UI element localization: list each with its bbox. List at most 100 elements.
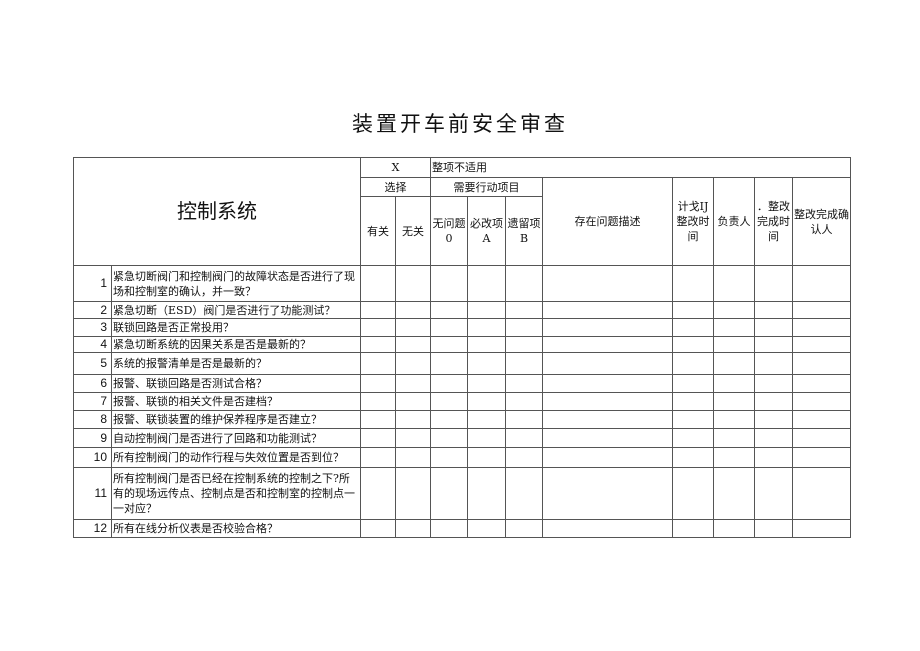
answer-cell[interactable] xyxy=(467,519,506,538)
answer-cell[interactable] xyxy=(542,265,673,302)
answer-cell[interactable] xyxy=(542,447,673,468)
answer-cell[interactable] xyxy=(467,301,506,319)
answer-cell[interactable] xyxy=(672,447,714,468)
answer-cell[interactable] xyxy=(713,467,755,520)
answer-cell[interactable] xyxy=(430,352,468,375)
answer-cell[interactable] xyxy=(792,392,851,411)
answer-cell[interactable] xyxy=(792,374,851,393)
answer-cell[interactable] xyxy=(713,374,755,393)
answer-cell[interactable] xyxy=(467,467,506,520)
answer-cell[interactable] xyxy=(713,318,755,337)
answer-cell[interactable] xyxy=(754,336,793,353)
answer-cell[interactable] xyxy=(542,467,673,520)
answer-cell[interactable] xyxy=(754,352,793,375)
answer-cell[interactable] xyxy=(505,336,543,353)
answer-cell[interactable] xyxy=(792,410,851,429)
answer-cell[interactable] xyxy=(754,410,793,429)
answer-cell[interactable] xyxy=(467,410,506,429)
answer-cell[interactable] xyxy=(430,519,468,538)
answer-cell[interactable] xyxy=(360,318,396,337)
answer-cell[interactable] xyxy=(467,428,506,448)
answer-cell[interactable] xyxy=(754,265,793,302)
answer-cell[interactable] xyxy=(542,352,673,375)
answer-cell[interactable] xyxy=(395,392,431,411)
answer-cell[interactable] xyxy=(713,410,755,429)
answer-cell[interactable] xyxy=(672,336,714,353)
answer-cell[interactable] xyxy=(360,467,396,520)
answer-cell[interactable] xyxy=(395,410,431,429)
answer-cell[interactable] xyxy=(713,392,755,411)
answer-cell[interactable] xyxy=(467,336,506,353)
answer-cell[interactable] xyxy=(542,374,673,393)
answer-cell[interactable] xyxy=(430,410,468,429)
answer-cell[interactable] xyxy=(467,318,506,337)
answer-cell[interactable] xyxy=(395,265,431,302)
answer-cell[interactable] xyxy=(360,352,396,375)
answer-cell[interactable] xyxy=(713,265,755,302)
answer-cell[interactable] xyxy=(672,392,714,411)
answer-cell[interactable] xyxy=(395,352,431,375)
answer-cell[interactable] xyxy=(672,318,714,337)
answer-cell[interactable] xyxy=(505,301,543,319)
answer-cell[interactable] xyxy=(505,519,543,538)
answer-cell[interactable] xyxy=(672,519,714,538)
answer-cell[interactable] xyxy=(430,374,468,393)
answer-cell[interactable] xyxy=(754,392,793,411)
answer-cell[interactable] xyxy=(395,428,431,448)
answer-cell[interactable] xyxy=(505,447,543,468)
answer-cell[interactable] xyxy=(430,301,468,319)
answer-cell[interactable] xyxy=(505,428,543,448)
answer-cell[interactable] xyxy=(754,467,793,520)
answer-cell[interactable] xyxy=(792,352,851,375)
answer-cell[interactable] xyxy=(672,301,714,319)
answer-cell[interactable] xyxy=(505,265,543,302)
answer-cell[interactable] xyxy=(754,519,793,538)
answer-cell[interactable] xyxy=(395,318,431,337)
answer-cell[interactable] xyxy=(467,265,506,302)
answer-cell[interactable] xyxy=(430,392,468,411)
answer-cell[interactable] xyxy=(505,410,543,429)
answer-cell[interactable] xyxy=(505,467,543,520)
answer-cell[interactable] xyxy=(430,447,468,468)
answer-cell[interactable] xyxy=(713,519,755,538)
answer-cell[interactable] xyxy=(672,265,714,302)
answer-cell[interactable] xyxy=(467,447,506,468)
answer-cell[interactable] xyxy=(360,374,396,393)
answer-cell[interactable] xyxy=(754,301,793,319)
answer-cell[interactable] xyxy=(792,336,851,353)
answer-cell[interactable] xyxy=(430,265,468,302)
answer-cell[interactable] xyxy=(672,428,714,448)
answer-cell[interactable] xyxy=(542,519,673,538)
answer-cell[interactable] xyxy=(792,447,851,468)
answer-cell[interactable] xyxy=(430,336,468,353)
answer-cell[interactable] xyxy=(542,318,673,337)
answer-cell[interactable] xyxy=(467,374,506,393)
answer-cell[interactable] xyxy=(360,428,396,448)
answer-cell[interactable] xyxy=(792,428,851,448)
answer-cell[interactable] xyxy=(395,301,431,319)
answer-cell[interactable] xyxy=(395,374,431,393)
answer-cell[interactable] xyxy=(430,467,468,520)
answer-cell[interactable] xyxy=(505,318,543,337)
answer-cell[interactable] xyxy=(792,318,851,337)
answer-cell[interactable] xyxy=(754,374,793,393)
answer-cell[interactable] xyxy=(360,392,396,411)
answer-cell[interactable] xyxy=(542,336,673,353)
answer-cell[interactable] xyxy=(672,410,714,429)
answer-cell[interactable] xyxy=(792,519,851,538)
answer-cell[interactable] xyxy=(672,467,714,520)
answer-cell[interactable] xyxy=(792,467,851,520)
answer-cell[interactable] xyxy=(713,352,755,375)
answer-cell[interactable] xyxy=(360,265,396,302)
answer-cell[interactable] xyxy=(505,374,543,393)
answer-cell[interactable] xyxy=(467,352,506,375)
answer-cell[interactable] xyxy=(395,467,431,520)
answer-cell[interactable] xyxy=(395,519,431,538)
answer-cell[interactable] xyxy=(360,336,396,353)
answer-cell[interactable] xyxy=(672,374,714,393)
answer-cell[interactable] xyxy=(505,392,543,411)
answer-cell[interactable] xyxy=(467,392,506,411)
answer-cell[interactable] xyxy=(430,318,468,337)
answer-cell[interactable] xyxy=(754,318,793,337)
answer-cell[interactable] xyxy=(360,301,396,319)
